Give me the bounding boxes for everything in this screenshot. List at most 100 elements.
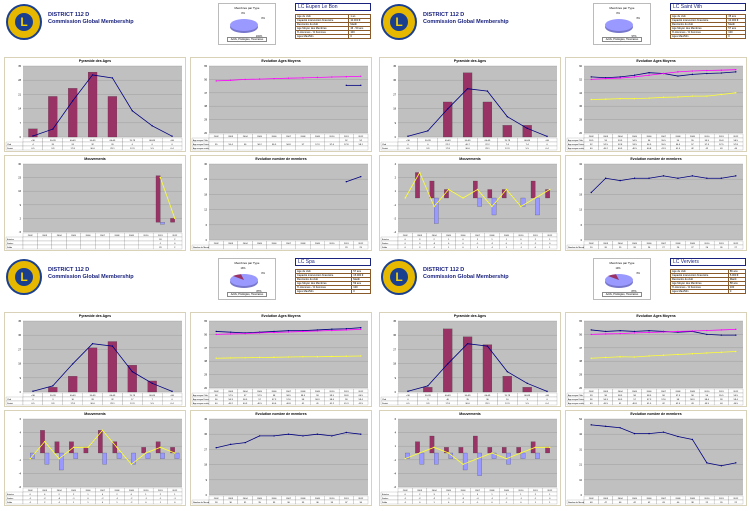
- table-value: -2: [462, 502, 465, 504]
- x-tick-label: 2008: [301, 243, 307, 245]
- table-value: -2: [534, 243, 537, 245]
- district-name: DISTRICT 112 D: [423, 12, 465, 18]
- table-value: 26: [633, 247, 636, 249]
- y-tick-label: 1: [20, 445, 22, 448]
- info-row: Ages Max/Min 0: [294, 34, 371, 39]
- bar: [443, 328, 453, 393]
- x-tick-label: 30-39: [425, 395, 431, 397]
- table-value: 59.4: [359, 399, 364, 401]
- bar: [155, 175, 161, 223]
- table-value: 35: [466, 399, 469, 401]
- table-value: 0: [405, 243, 407, 245]
- bar: [487, 447, 493, 454]
- movements-chart: Mouvements -6 -4 -1 1 4 6 2002 2003 2004 2005 2006 2…: [4, 410, 186, 506]
- table-value: 0: [131, 494, 133, 496]
- bar: [160, 452, 165, 459]
- table-value: 0.5: [406, 148, 410, 150]
- x-tick-label: 2002: [403, 490, 409, 492]
- table-cell: [109, 244, 125, 250]
- table-value: 0: [152, 144, 154, 146]
- table-value: 1: [462, 494, 464, 496]
- x-tick-label: 2012: [172, 490, 178, 492]
- y-tick-label: 0: [395, 391, 397, 394]
- legend-label: District: [7, 147, 14, 150]
- table-value: 55.5: [734, 395, 739, 397]
- table-value: 0: [32, 399, 34, 401]
- y-tick-label: 6: [20, 418, 22, 421]
- bar: [429, 180, 435, 199]
- table-value: 27: [735, 247, 738, 249]
- table-value: 40.7: [465, 144, 470, 146]
- bar: [160, 222, 165, 225]
- y-tick-label: 45: [204, 418, 207, 421]
- table-cell: [80, 240, 96, 246]
- x-tick-label: 2005: [257, 391, 263, 393]
- table-value: 17.8: [446, 403, 451, 405]
- table-cell: [95, 240, 110, 246]
- x-tick-label: <30: [31, 139, 35, 142]
- table-value: 0: [491, 502, 493, 504]
- x-tick-label: 2012: [733, 498, 739, 500]
- bar: [458, 447, 464, 454]
- y-tick-label: 60: [579, 65, 582, 68]
- y-tick-label: 47: [579, 347, 582, 350]
- legend-label: Age moyen District: [568, 143, 585, 146]
- y-tick-label: -2: [394, 217, 397, 220]
- table-cell: [542, 244, 558, 250]
- table-value: 2: [174, 239, 176, 241]
- table-value: 41.5: [647, 403, 652, 405]
- x-tick-label: 2008: [301, 391, 307, 393]
- table-value: 20: [720, 502, 723, 504]
- y-tick-label: 6: [395, 418, 397, 421]
- info-value: 0: [351, 289, 371, 294]
- y-tick-label: 6: [581, 224, 583, 227]
- table-cell: [22, 240, 38, 246]
- bar: [415, 441, 420, 454]
- bar: [477, 452, 482, 476]
- table-value: 37: [345, 502, 348, 504]
- x-tick-label: 2011: [533, 235, 538, 237]
- y-tick-label: 36: [579, 105, 582, 108]
- table-value: 57.5: [676, 395, 681, 397]
- district-name: DISTRICT 112 D: [48, 12, 90, 18]
- table-value: 3: [419, 247, 421, 249]
- table-value: 2: [419, 494, 421, 496]
- table-cell: [223, 137, 239, 143]
- commission-name: Commission Global Membership: [48, 274, 134, 280]
- table-value: 0: [171, 144, 173, 146]
- legend-label: Age moyen Club: [193, 139, 209, 142]
- y-tick-label: 29: [579, 374, 582, 377]
- bar: [502, 125, 512, 138]
- x-tick-label: 2010: [329, 243, 335, 245]
- table-value: 40.8: [647, 148, 652, 150]
- table-value: -1: [58, 502, 61, 504]
- table-value: 40.5: [604, 403, 609, 405]
- table-cell: [138, 240, 154, 246]
- x-tick-label: 2010: [704, 498, 710, 500]
- legend-label: Entrées: [7, 493, 14, 496]
- bar: [147, 380, 157, 393]
- table-value: -2: [491, 243, 494, 245]
- table-value: 2: [535, 239, 537, 241]
- table-value: -1: [159, 243, 162, 245]
- x-tick-label: 2004: [618, 136, 624, 138]
- table-value: 59: [345, 399, 348, 401]
- table-value: 5.5: [151, 148, 155, 150]
- table-value: 2: [477, 239, 479, 241]
- commission-name: Commission Global Membership: [423, 274, 509, 280]
- table-value: -2: [433, 498, 436, 500]
- table-value: 52.8: [618, 144, 623, 146]
- info-value: 0: [727, 289, 747, 294]
- table-value: 44: [720, 403, 723, 405]
- table-cell: [208, 244, 224, 250]
- x-tick-label: 2003: [228, 136, 234, 138]
- table-value: 56.5: [618, 399, 623, 401]
- club-info-table: Age du club 1 an Capacité intervention fin…: [294, 14, 371, 39]
- y-tick-label: -4: [19, 472, 22, 475]
- legend-label: Entrées: [382, 238, 389, 241]
- plot-area: [23, 321, 182, 392]
- x-tick-label: 2008: [301, 136, 307, 138]
- y-tick-label: 0: [581, 494, 583, 497]
- table-value: 56: [590, 399, 593, 401]
- pyramid-chart: Pyramide des Ages 0 9 18 27 36 45 <30 30-39 40-49…: [4, 312, 186, 407]
